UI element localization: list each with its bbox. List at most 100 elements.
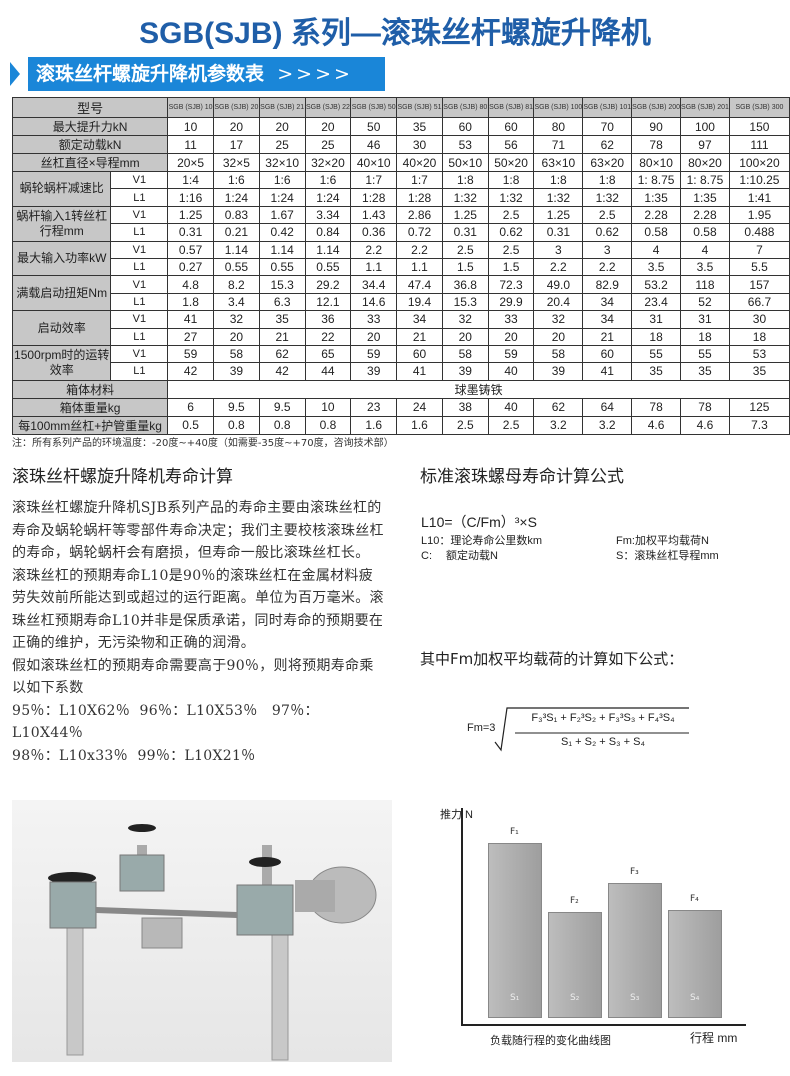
- page-title: SGB(SJB) 系列—滚珠丝杆螺旋升降机: [139, 17, 651, 50]
- table-cell: 20: [487, 327, 535, 346]
- table-cell: 118: [680, 275, 730, 294]
- def: Fm:加权平均载荷N: [616, 535, 709, 547]
- model-header: SGB (SJB) 101: [582, 97, 633, 118]
- table-cell: 35: [396, 117, 443, 136]
- table-cell: 3.4: [212, 292, 260, 312]
- table-cell: 58: [441, 344, 489, 364]
- table-cell: 1:16: [167, 188, 214, 207]
- table-cell: 59: [167, 344, 214, 364]
- table-cell: 40×10: [350, 153, 398, 172]
- table-cell: 32: [533, 310, 584, 329]
- force-label: F₄: [690, 894, 699, 904]
- table-cell: 15.3: [441, 292, 489, 312]
- table-cell: 0.84: [304, 223, 352, 242]
- table-cell: 29.9: [487, 292, 535, 312]
- fm-numerator: F₃³S₁ + F₂³S₂ + F₃³S₃ + F₄³S₄: [531, 712, 675, 724]
- table-row: 启动效率 V1 41 32 35 36 33 34 32 33 32 34 31 31 30: [11, 310, 790, 346]
- table-cell: 35: [728, 362, 790, 381]
- stroke-label: S₁: [510, 993, 520, 1003]
- factors-line: 95％：L10X62％ 96％：L10X53％ 97％：L10X44％: [12, 700, 387, 745]
- table-cell: 80×10: [631, 153, 682, 172]
- table-cell: 0.31: [167, 223, 214, 242]
- table-note: 注：所有系列产品的环境温度：-20度~+40度（如需要-35度~+70度，咨询技…: [12, 438, 394, 449]
- table-cell: 27: [167, 327, 214, 346]
- table-cell: 1:32: [441, 188, 489, 207]
- group-label: 1500rpm时的运转效率: [11, 344, 112, 381]
- model-header: SGB (SJB) 100: [533, 97, 584, 118]
- table-cell: 2.5: [441, 415, 489, 435]
- table-cell: 3.5: [680, 257, 730, 277]
- table-cell: 32×20: [304, 153, 352, 172]
- table-cell: 1:24: [258, 188, 306, 207]
- table-cell: 1.8: [167, 292, 214, 312]
- factors-line: 98％：L10x33％ 99％：L10X21％: [12, 745, 387, 768]
- stroke-label: S₂: [570, 993, 580, 1003]
- model-header: SGB (SJB) 22: [304, 97, 352, 118]
- table-cell: 40: [487, 362, 535, 381]
- table-cell: 1.1: [396, 257, 443, 277]
- table-cell: 10: [304, 397, 352, 417]
- table-cell: 1.25: [533, 205, 584, 225]
- material-value: 球墨铸铁: [167, 379, 790, 399]
- x-axis-label: 行程 mm: [690, 1031, 738, 1045]
- y-axis-label: 推力 N: [440, 809, 473, 821]
- table-cell: 4.8: [167, 275, 214, 294]
- table-cell: 65: [304, 344, 352, 364]
- table-cell: 4: [680, 240, 730, 259]
- table-row: 1500rpm时的运转效率 V1 59 58 62 65 59 60 58 59 58 60 55 55 5…: [11, 344, 790, 381]
- table-row: 最大输入功率kW V1 0.57 1.14 1.14 1.14 2.2 2.2 2.5 2.5 3 3…: [11, 240, 790, 277]
- table-cell: 41: [582, 362, 633, 381]
- table-cell: 3.2: [533, 415, 584, 435]
- table-cell: 18: [680, 327, 730, 346]
- sub-label: L1: [110, 188, 169, 207]
- table-cell: 1.95: [728, 205, 790, 225]
- table-row: 每100mm丝杠+护管重量kg 0.5 0.8 0.8 0.8 1.6 1.6 2.5 2.5 3…: [11, 415, 790, 435]
- model-header: SGB (SJB) 20: [212, 97, 260, 118]
- table-cell: 50×10: [441, 153, 489, 172]
- table-cell: 36.8: [441, 275, 489, 294]
- table-cell: 21: [396, 327, 443, 346]
- fm-prefix: Fm=3: [467, 722, 496, 734]
- load-bar: [548, 912, 602, 1018]
- table-cell: 2.86: [396, 205, 443, 225]
- table-cell: 2.28: [631, 205, 682, 225]
- table-cell: 1:8: [441, 170, 489, 190]
- table-cell: 1.5: [487, 257, 535, 277]
- parameter-table: 型号 SGB (SJB) 10 SGB (SJB) 20 SGB (SJB) 21 SG…: [11, 97, 790, 435]
- table-cell: 3: [533, 240, 584, 259]
- table-cell: 1:32: [533, 188, 584, 207]
- table-cell: 53.2: [631, 275, 682, 294]
- table-row: 箱体重量kg 6 9.5 9.5 10 23 24 38 40 62 64 78 78 125: [11, 397, 790, 417]
- table-cell: 32×5: [212, 153, 260, 172]
- table-cell: 38: [441, 397, 489, 417]
- table-cell: 1:32: [487, 188, 535, 207]
- table-cell: 111: [728, 135, 790, 154]
- group-label: 满载启动扭矩Nm: [11, 275, 112, 312]
- factor: 95％：L10X62％: [12, 702, 131, 719]
- table-cell: 1:24: [212, 188, 260, 207]
- table-row: L1 0.27 0.55 0.55 0.55 1.1 1.1 1.5 1.5 2.2 2.2 3.5 3…: [13, 257, 790, 277]
- table-cell: 23: [350, 397, 398, 417]
- root-sign-icon: [494, 707, 689, 752]
- table-cell: 34: [582, 292, 633, 312]
- table-cell: 23.4: [631, 292, 682, 312]
- table-cell: 29.2: [304, 275, 352, 294]
- table-cell: 0.42: [258, 223, 306, 242]
- table-cell: 44: [304, 362, 352, 381]
- table-cell: 5.5: [728, 257, 790, 277]
- table-row: 箱体材料 球墨铸铁: [11, 379, 790, 399]
- table-cell: 4.6: [680, 415, 730, 435]
- table-cell: 1:8: [582, 170, 633, 190]
- table-cell: 20: [350, 327, 398, 346]
- table-row: L1 0.31 0.21 0.42 0.84 0.36 0.72 0.31 0.62 0.31 0.…: [13, 223, 790, 242]
- table-row: 丝杠直径×导程mm 20×5 32×5 32×10 32×20 40×10 40×20 50×…: [11, 153, 790, 172]
- table-cell: 3.2: [582, 415, 633, 435]
- table-cell: 63×10: [533, 153, 584, 172]
- row-label: 箱体材料: [11, 379, 169, 399]
- table-cell: 60: [441, 117, 489, 136]
- table-cell: 71: [533, 135, 584, 154]
- table-cell: 1:6: [212, 170, 260, 190]
- table-cell: 70: [582, 117, 633, 136]
- paragraph: 滚珠丝杠螺旋升降机SJB系列产品的寿命主要由滚珠丝杠的寿命及蜗轮蜗杆等零部件寿命…: [12, 500, 384, 561]
- table-cell: 58: [212, 344, 260, 364]
